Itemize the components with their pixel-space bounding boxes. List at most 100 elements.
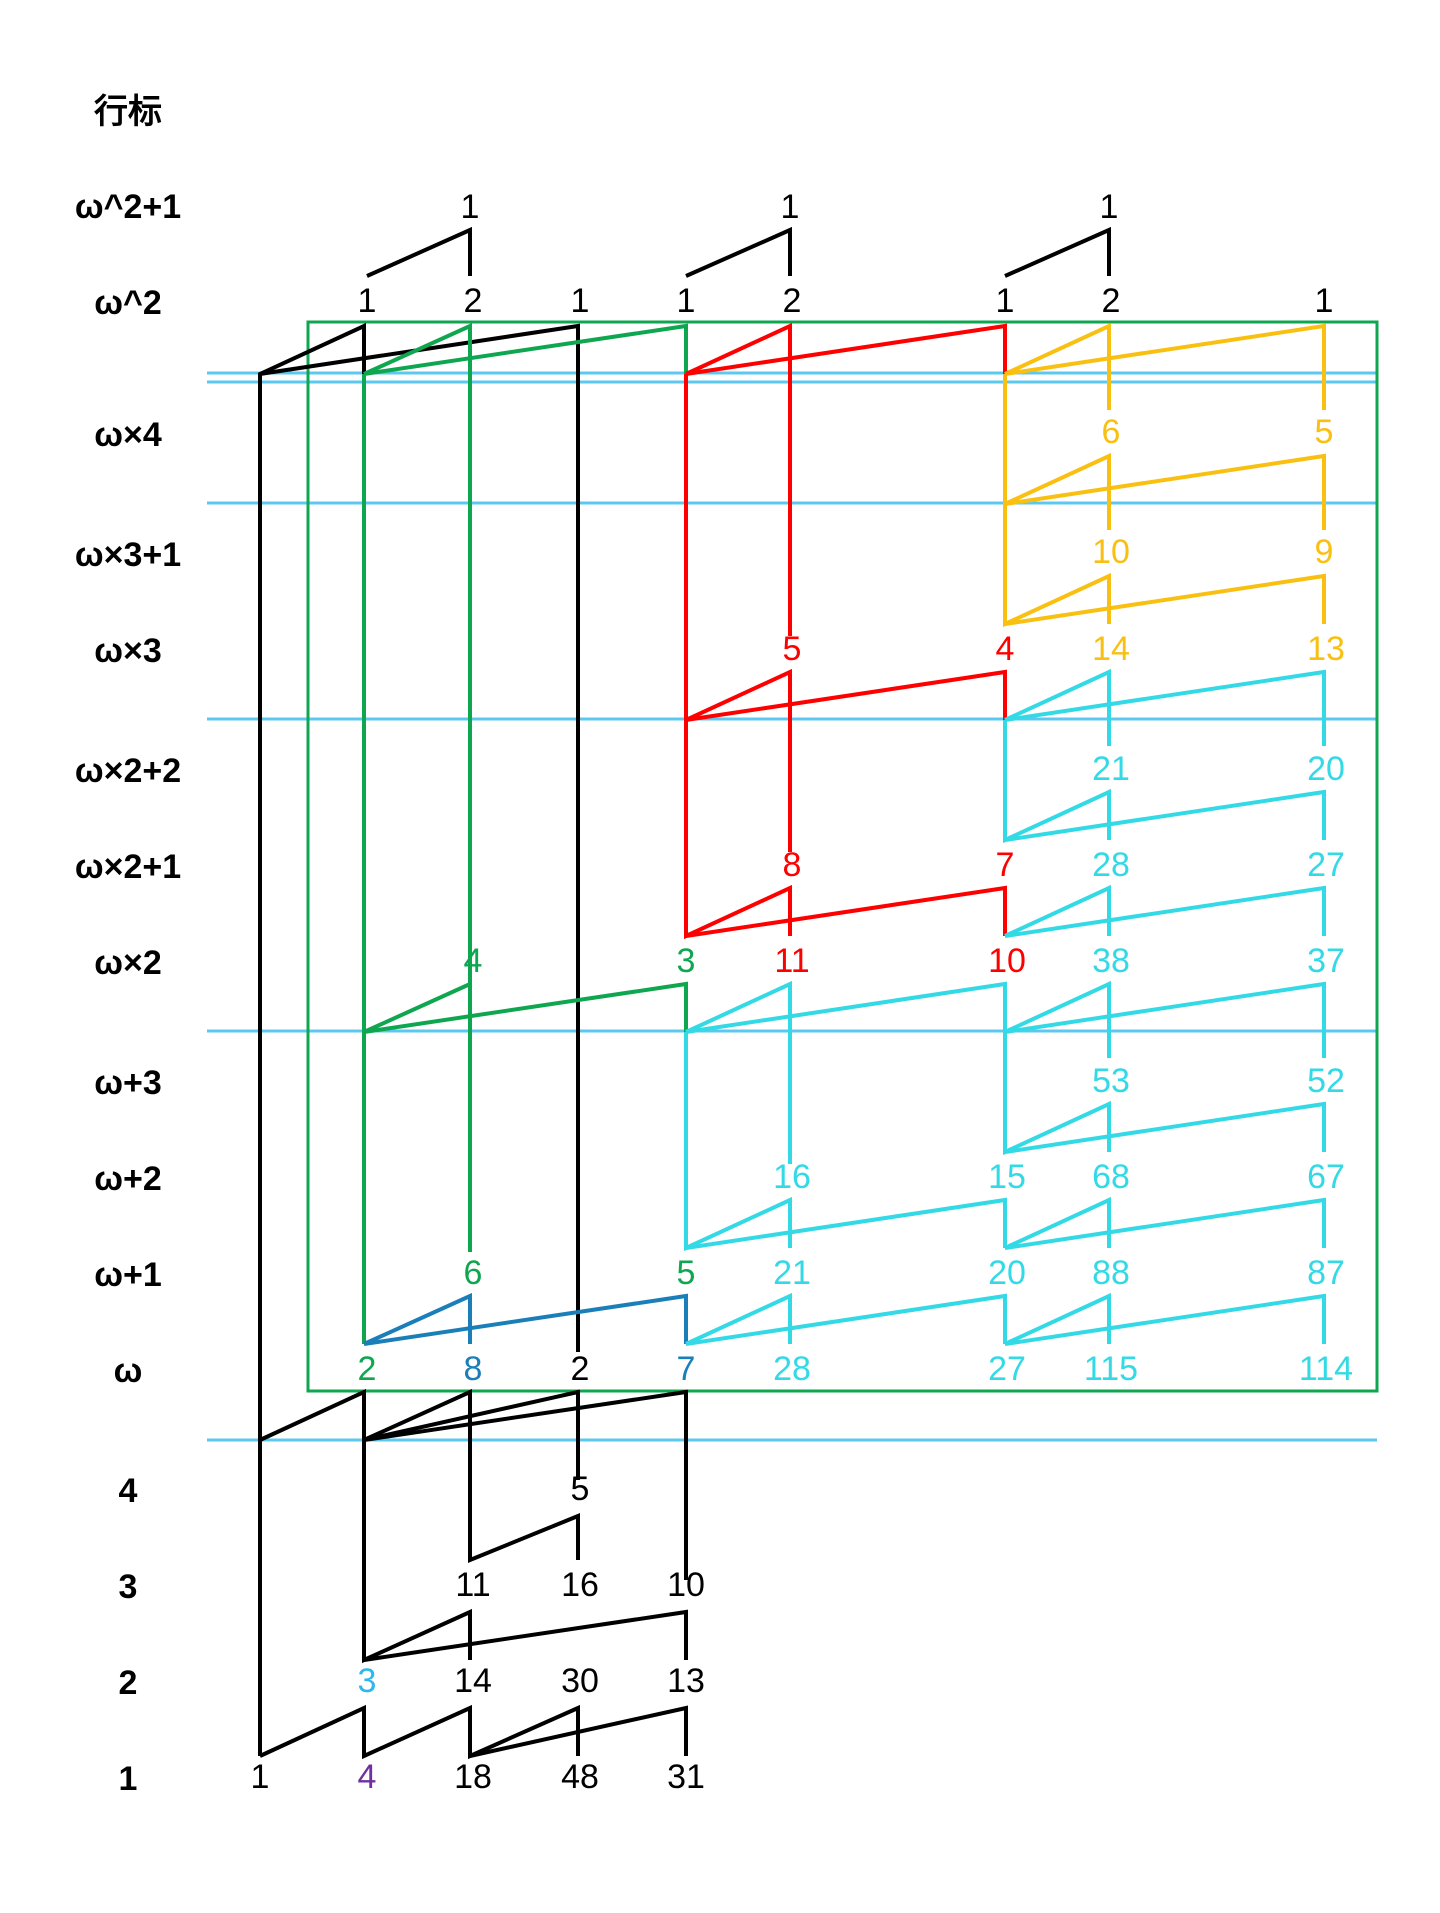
value-label: 5 xyxy=(571,1470,590,1508)
red-lines xyxy=(684,322,1007,940)
value-label: 5 xyxy=(677,1254,696,1292)
cyan-lines xyxy=(684,668,1326,1346)
value-label: 20 xyxy=(988,1254,1026,1292)
value-label: 15 xyxy=(988,1158,1026,1196)
value-label: 8 xyxy=(464,1350,483,1388)
value-label: 5 xyxy=(1315,413,1334,451)
row-label: 1 xyxy=(119,1760,138,1798)
value-label: 2 xyxy=(571,1350,590,1388)
value-label: 13 xyxy=(1307,630,1345,668)
green-lines xyxy=(362,322,688,1252)
red-branch xyxy=(685,885,1007,938)
row-label: 4 xyxy=(119,1472,138,1510)
row-label: ω×2 xyxy=(94,944,162,982)
row-label: ω+2 xyxy=(94,1160,162,1198)
value-label: 1 xyxy=(1315,282,1334,320)
green-frame xyxy=(306,320,1379,1393)
cyan-branch xyxy=(1004,1293,1326,1346)
value-label: 1 xyxy=(996,282,1015,320)
value-label: 7 xyxy=(677,1350,696,1388)
value-label: 3 xyxy=(677,942,696,980)
cyan-branch xyxy=(1004,1101,1326,1154)
yellow-branch xyxy=(1004,323,1326,410)
value-label: 11 xyxy=(774,942,809,980)
value-label: 20 xyxy=(1307,750,1345,788)
cyan-branch xyxy=(1004,885,1326,938)
row-label: ω^2 xyxy=(94,284,162,322)
cyan-branch xyxy=(685,1197,1007,1250)
value-label: 38 xyxy=(1092,942,1130,980)
value-label: 2 xyxy=(1102,282,1121,320)
row-label: ω×3 xyxy=(94,632,162,670)
green-branch xyxy=(362,374,472,1036)
value-label: 2 xyxy=(464,282,483,320)
mid-branch xyxy=(363,1388,580,1563)
value-label: 14 xyxy=(454,1662,492,1700)
yellow-branch xyxy=(1004,453,1326,530)
value-label: 7 xyxy=(996,846,1015,884)
numbers-rows-w2x: 21 20 8 7 28 27 4 3 11 10 38 37 xyxy=(464,750,1345,980)
value-label: 3 xyxy=(358,1662,377,1700)
row-label: ω+3 xyxy=(94,1064,162,1102)
value-label: 16 xyxy=(773,1158,811,1196)
value-label: 28 xyxy=(1092,846,1130,884)
value-label: 87 xyxy=(1307,1254,1345,1292)
value-label: 1 xyxy=(1100,188,1119,226)
value-label: 10 xyxy=(1092,533,1130,571)
value-label: 115 xyxy=(1084,1350,1138,1388)
value-label: 2 xyxy=(783,282,802,320)
row-label: ω+1 xyxy=(94,1256,162,1294)
value-label: 68 xyxy=(1092,1158,1130,1196)
value-label: 114 xyxy=(1299,1350,1353,1388)
cyan-branch xyxy=(1003,1032,1111,1156)
value-label: 30 xyxy=(561,1662,599,1700)
header-label: 行标 xyxy=(94,93,162,131)
row-label: ω^2+1 xyxy=(75,188,181,226)
value-label: 18 xyxy=(454,1758,492,1796)
row-label: ω×2+1 xyxy=(75,848,181,886)
main-branch xyxy=(258,322,366,1756)
cyan-branch xyxy=(1004,981,1326,1058)
numbers-rows-w4-w3: 6 5 10 9 5 4 14 13 xyxy=(783,413,1345,668)
value-label: 8 xyxy=(783,846,802,884)
red-branch xyxy=(685,322,792,636)
value-label: 4 xyxy=(996,630,1015,668)
value-label: 11 xyxy=(455,1566,490,1604)
value-label: 4 xyxy=(464,942,483,980)
numbers-rows-finite: 5 11 16 10 3 14 30 13 1 4 18 48 31 xyxy=(251,1470,705,1796)
value-label: 10 xyxy=(988,942,1026,980)
cyan-branch xyxy=(1003,720,1111,844)
value-label: 27 xyxy=(1307,846,1345,884)
value-label: 14 xyxy=(1092,630,1130,668)
value-label: 2 xyxy=(358,1350,377,1388)
bottom-branch xyxy=(259,1704,580,1760)
row-label: ω×2+2 xyxy=(75,752,181,790)
value-label: 1 xyxy=(781,188,800,226)
numbers-rows-wp: 53 52 16 15 68 67 6 5 21 20 88 87 2 8 2 … xyxy=(358,1062,1354,1388)
numbers-row-w2: 1 2 1 1 2 1 2 1 xyxy=(358,282,1334,320)
value-label: 5 xyxy=(783,630,802,668)
value-label: 1 xyxy=(461,188,480,226)
red-branch xyxy=(684,720,792,940)
row-label: ω xyxy=(114,1352,143,1390)
top-branch xyxy=(685,226,792,278)
value-label: 9 xyxy=(1315,533,1334,571)
red-branch xyxy=(685,323,1007,376)
value-label: 13 xyxy=(667,1662,705,1700)
value-label: 37 xyxy=(1307,942,1345,980)
mid-branch xyxy=(363,1389,580,1480)
value-label: 1 xyxy=(677,282,696,320)
value-label: 6 xyxy=(1102,413,1121,451)
value-label: 48 xyxy=(561,1758,599,1796)
value-label: 53 xyxy=(1092,1062,1130,1100)
cyan-branch xyxy=(684,1032,792,1252)
value-label: 1 xyxy=(251,1758,270,1796)
green-branch xyxy=(363,323,688,376)
row-labels: ω^2+1 ω^2 ω×4 ω×3+1 ω×3 ω×2+2 ω×2+1 ω×2 … xyxy=(75,188,181,1798)
value-label: 4 xyxy=(358,1758,377,1796)
cyan-branch xyxy=(685,981,1007,1034)
yellow-lines xyxy=(1003,322,1326,628)
cyan-branch xyxy=(1004,668,1111,746)
